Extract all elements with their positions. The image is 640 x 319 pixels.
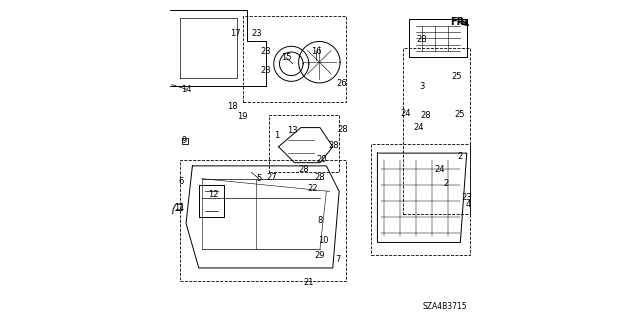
Text: 25: 25: [451, 72, 462, 81]
Text: 21: 21: [303, 278, 314, 287]
Text: 25: 25: [454, 110, 465, 119]
Text: 23: 23: [252, 29, 262, 38]
Text: 24: 24: [401, 109, 412, 118]
Text: 2: 2: [458, 152, 463, 161]
Text: 28: 28: [417, 35, 428, 44]
Text: 26: 26: [336, 79, 347, 88]
Text: 10: 10: [318, 236, 328, 245]
Text: 20: 20: [316, 155, 327, 164]
Text: 19: 19: [237, 112, 247, 121]
Text: 2: 2: [444, 179, 449, 188]
Text: 28: 28: [328, 141, 339, 150]
Text: FR.: FR.: [450, 17, 468, 27]
Text: 23: 23: [260, 47, 271, 56]
Text: 13: 13: [287, 126, 298, 135]
Text: 23: 23: [461, 193, 472, 202]
Text: 8: 8: [317, 216, 323, 225]
Text: 17: 17: [230, 29, 241, 38]
Text: 27: 27: [266, 173, 277, 182]
Bar: [269, 115, 339, 172]
Text: 9: 9: [182, 136, 187, 145]
Text: 14: 14: [181, 85, 192, 94]
Text: 23: 23: [260, 66, 271, 75]
Text: 4: 4: [466, 200, 471, 209]
Text: 18: 18: [227, 102, 237, 111]
Text: 29: 29: [314, 251, 324, 260]
Bar: [180, 160, 346, 281]
Bar: [182, 138, 188, 144]
Bar: [371, 144, 470, 255]
Text: 5: 5: [256, 174, 261, 183]
Text: 15: 15: [280, 53, 291, 62]
Text: 24: 24: [413, 123, 424, 132]
Text: 28: 28: [299, 165, 309, 174]
Text: 3: 3: [419, 82, 425, 91]
Text: 28: 28: [420, 111, 431, 120]
Text: 16: 16: [311, 47, 321, 56]
Text: 11: 11: [173, 203, 184, 212]
Text: 1: 1: [275, 131, 280, 140]
Text: 24: 24: [435, 165, 445, 174]
Bar: [243, 16, 346, 102]
Text: 7: 7: [335, 256, 340, 264]
Text: 22: 22: [308, 184, 318, 193]
Text: SZA4B3715: SZA4B3715: [422, 302, 467, 311]
Text: 28: 28: [337, 125, 348, 134]
Bar: [403, 48, 470, 214]
Text: 28: 28: [315, 173, 325, 182]
Text: 12: 12: [208, 190, 218, 199]
Text: 6: 6: [179, 177, 184, 186]
